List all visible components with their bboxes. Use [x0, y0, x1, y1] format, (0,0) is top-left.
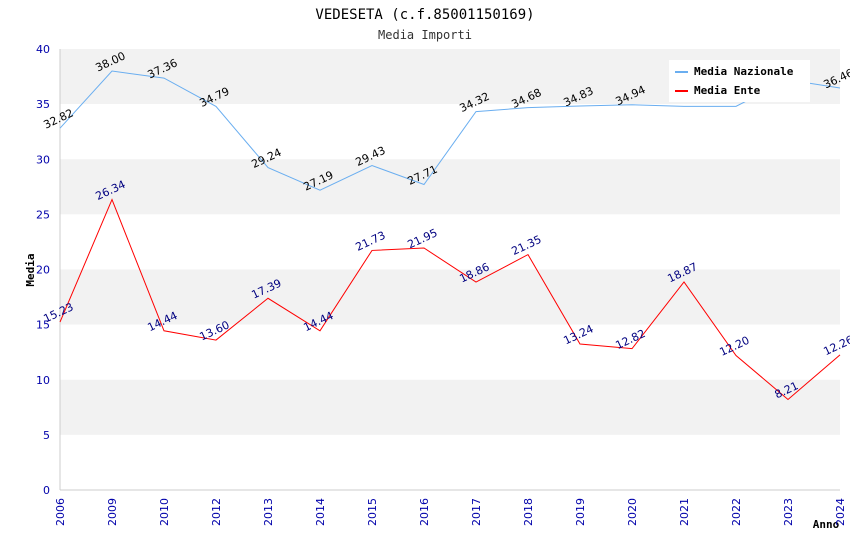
legend-label-nazionale: Media Nazionale [694, 65, 794, 78]
series-line-nazionale [59, 70, 841, 191]
series-line-ente [59, 198, 841, 401]
x-tick-label: 2021 [678, 498, 691, 526]
y-tick-label: 10 [36, 374, 50, 387]
y-tick-label: 40 [36, 43, 50, 56]
x-tick-label: 2015 [366, 498, 379, 526]
y-tick-label: 25 [36, 208, 50, 221]
x-tick-label: 2006 [54, 498, 67, 526]
series-lines [59, 70, 841, 401]
y-tick-labels: 0 5 10 15 20 25 30 35 40 [36, 43, 50, 497]
axes [59, 49, 840, 491]
x-tick-label: 2023 [782, 498, 795, 526]
x-tick-label: 2020 [626, 498, 639, 526]
chart-title: VEDESETA (c.f.85001150169) [315, 7, 534, 23]
grid-band [60, 104, 840, 160]
legend-box [669, 60, 810, 102]
x-tick-label: 2022 [730, 498, 743, 526]
y-tick-label: 15 [36, 319, 50, 332]
y-axis-label: Media [24, 253, 37, 286]
grid-band [60, 214, 840, 270]
x-tick-label: 2017 [470, 498, 483, 526]
x-tick-label: 2014 [314, 498, 327, 526]
grid-bands [60, 49, 840, 490]
grid-band [60, 434, 840, 490]
x-tick-label: 2016 [418, 498, 431, 526]
y-tick-label: 30 [36, 153, 50, 166]
x-tick-label: 2019 [574, 498, 587, 526]
x-tick-label: 2013 [262, 498, 275, 526]
x-tick-label: 2024 [834, 498, 847, 526]
grid-band [60, 379, 840, 435]
y-tick-label: 20 [36, 264, 50, 277]
y-tick-label: 0 [43, 484, 50, 497]
x-axis-label: Anno [813, 518, 840, 531]
x-tick-label: 2018 [522, 498, 535, 526]
x-tick-labels: 2006 2009 2010 2012 2013 2014 2015 2016 2017 2018… [54, 498, 847, 526]
legend[interactable]: Media Nazionale Media Ente [669, 60, 810, 102]
legend-label-ente: Media Ente [694, 84, 761, 97]
x-tick-label: 2012 [210, 498, 223, 526]
grid-band [60, 159, 840, 215]
y-tick-label: 5 [43, 429, 50, 442]
x-tick-label: 2010 [158, 498, 171, 526]
x-tick-label: 2009 [106, 498, 119, 526]
chart-subtitle: Media Importi [378, 28, 472, 42]
grid-band [60, 269, 840, 325]
grid-band [60, 324, 840, 380]
y-tick-label: 35 [36, 98, 50, 111]
